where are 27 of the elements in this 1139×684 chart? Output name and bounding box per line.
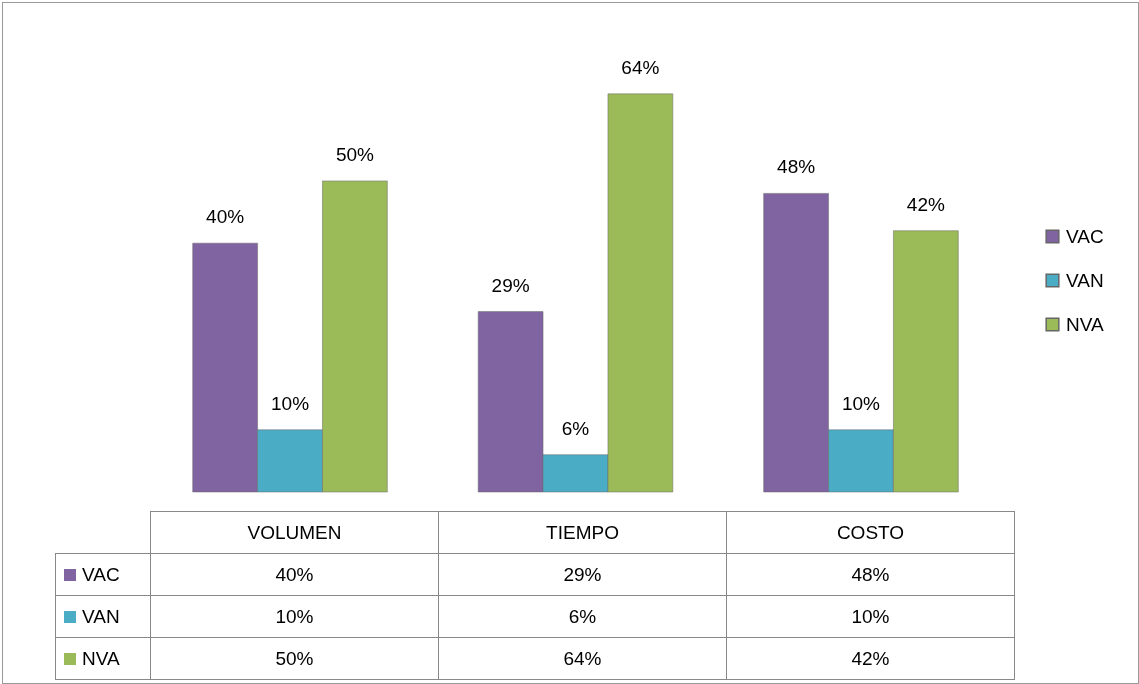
data-label: 6% [438,595,727,638]
text: 42% [906,193,945,215]
legend-label: NVA [1066,313,1104,335]
text: 10% [271,392,310,414]
text: VAC [1066,225,1104,247]
data-label: 10% [150,595,439,638]
text: VAN [1066,269,1104,291]
x-tick-label: VOLUMEN [150,511,439,554]
text: 29% [491,274,530,296]
data-label: 42% [726,637,1015,680]
data-label: 40% [150,553,439,596]
data-label: 29% [438,553,727,596]
text: 48% [777,156,816,178]
text: 6% [561,417,590,439]
data-label: 48% [726,553,1015,596]
text: 50% [335,143,374,165]
data-label: 50% [150,637,439,680]
text: NVA [82,647,120,669]
text: 10% [841,392,880,414]
x-tick-label: COSTO [726,511,1015,554]
data-label: 10% [726,595,1015,638]
legend-label: VAN [55,595,151,638]
legend-label: VAC [55,553,151,596]
text: 40% [206,206,245,228]
x-tick-label: TIEMPO [438,511,727,554]
data-label: 64% [438,637,727,680]
text: 64% [621,56,660,78]
